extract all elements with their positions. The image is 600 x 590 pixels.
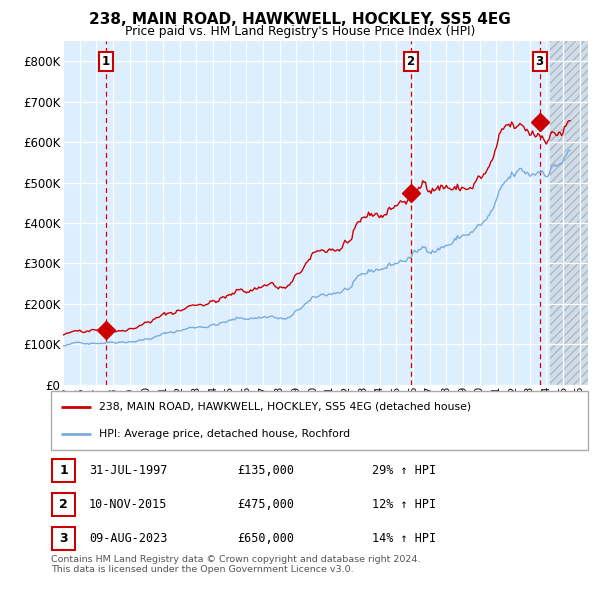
Text: 31-JUL-1997: 31-JUL-1997 bbox=[89, 464, 167, 477]
Text: £650,000: £650,000 bbox=[237, 532, 294, 545]
FancyBboxPatch shape bbox=[52, 458, 75, 482]
Text: Contains HM Land Registry data © Crown copyright and database right 2024.
This d: Contains HM Land Registry data © Crown c… bbox=[51, 555, 421, 574]
Text: 2: 2 bbox=[59, 498, 68, 511]
Text: 3: 3 bbox=[536, 55, 544, 68]
Text: 10-NOV-2015: 10-NOV-2015 bbox=[89, 498, 167, 511]
FancyBboxPatch shape bbox=[52, 527, 75, 550]
Text: 238, MAIN ROAD, HAWKWELL, HOCKLEY, SS5 4EG: 238, MAIN ROAD, HAWKWELL, HOCKLEY, SS5 4… bbox=[89, 12, 511, 27]
Text: 1: 1 bbox=[59, 464, 68, 477]
Text: 14% ↑ HPI: 14% ↑ HPI bbox=[372, 532, 436, 545]
Text: 29% ↑ HPI: 29% ↑ HPI bbox=[372, 464, 436, 477]
Text: Price paid vs. HM Land Registry's House Price Index (HPI): Price paid vs. HM Land Registry's House … bbox=[125, 25, 475, 38]
Text: HPI: Average price, detached house, Rochford: HPI: Average price, detached house, Roch… bbox=[100, 429, 350, 438]
Text: 1: 1 bbox=[102, 55, 110, 68]
Bar bbox=[550, 41, 588, 385]
Text: 09-AUG-2023: 09-AUG-2023 bbox=[89, 532, 167, 545]
FancyBboxPatch shape bbox=[52, 493, 75, 516]
Text: 238, MAIN ROAD, HAWKWELL, HOCKLEY, SS5 4EG (detached house): 238, MAIN ROAD, HAWKWELL, HOCKLEY, SS5 4… bbox=[100, 402, 472, 411]
Text: 12% ↑ HPI: 12% ↑ HPI bbox=[372, 498, 436, 511]
Text: £135,000: £135,000 bbox=[237, 464, 294, 477]
Text: 2: 2 bbox=[407, 55, 415, 68]
Text: 3: 3 bbox=[59, 532, 68, 545]
FancyBboxPatch shape bbox=[51, 391, 588, 450]
Text: £475,000: £475,000 bbox=[237, 498, 294, 511]
